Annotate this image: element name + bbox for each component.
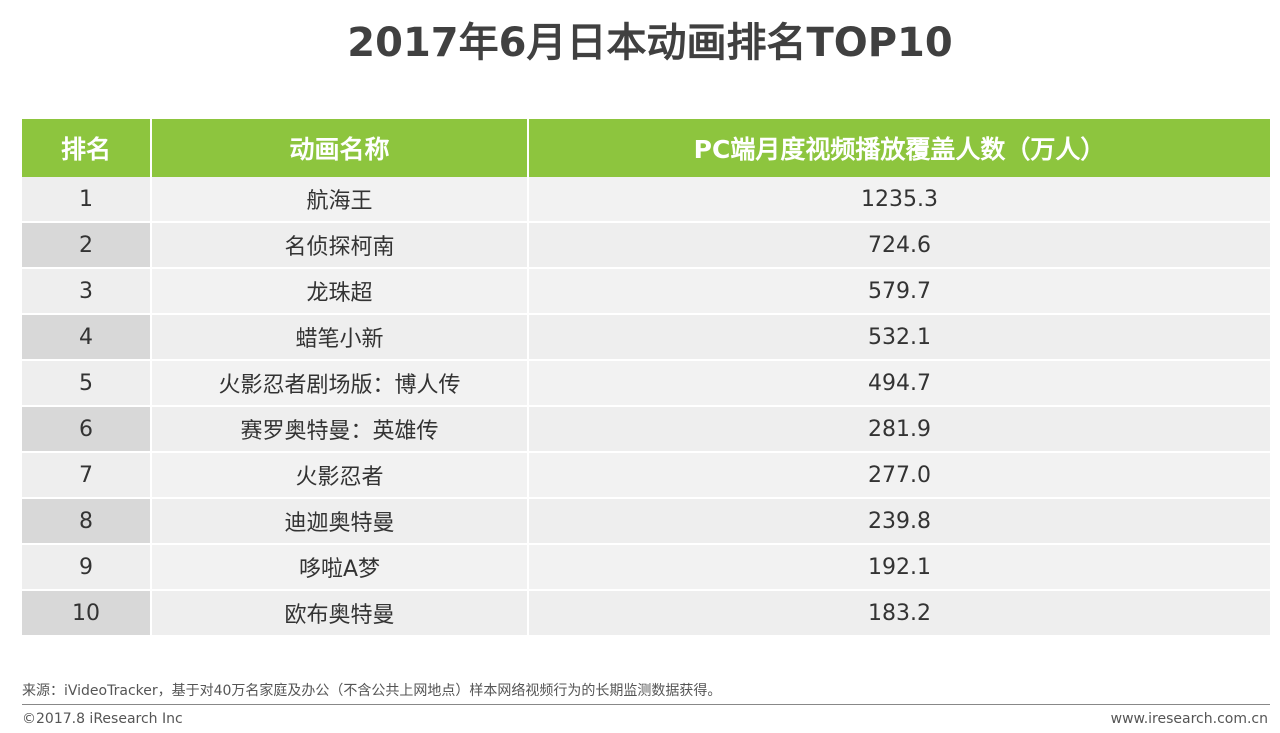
value-cell: 183.2 xyxy=(529,591,1270,637)
value-cell: 494.7 xyxy=(529,361,1270,407)
value-cell: 239.8 xyxy=(529,499,1270,545)
chart-title: 2017年6月日本动画排名TOP10 xyxy=(347,20,953,66)
rank-cell: 2 xyxy=(22,223,152,269)
table-row: 10 欧布奥特曼 183.2 xyxy=(22,591,1270,637)
rank-cell: 6 xyxy=(22,407,152,453)
value-cell: 724.6 xyxy=(529,223,1270,269)
anime-name-cell: 龙珠超 xyxy=(152,269,529,315)
anime-name-cell: 火影忍者剧场版：博人传 xyxy=(152,361,529,407)
rank-cell: 5 xyxy=(22,361,152,407)
table-row: 7 火影忍者 277.0 xyxy=(22,453,1270,499)
rank-cell: 3 xyxy=(22,269,152,315)
anime-name-cell: 迪迦奥特曼 xyxy=(152,499,529,545)
table-header-row: 排名 动画名称 PC端月度视频播放覆盖人数（万人） xyxy=(22,119,1270,177)
rank-cell: 1 xyxy=(22,177,152,223)
rank-cell: 8 xyxy=(22,499,152,545)
column-header-value: PC端月度视频播放覆盖人数（万人） xyxy=(529,119,1270,177)
anime-name-cell: 火影忍者 xyxy=(152,453,529,499)
table-row: 5 火影忍者剧场版：博人传 494.7 xyxy=(22,361,1270,407)
table-row: 6 赛罗奥特曼：英雄传 281.9 xyxy=(22,407,1270,453)
table-row: 9 哆啦A梦 192.1 xyxy=(22,545,1270,591)
value-cell: 192.1 xyxy=(529,545,1270,591)
anime-name-cell: 蜡笔小新 xyxy=(152,315,529,361)
copyright-text: ©2017.8 iResearch Inc xyxy=(22,711,183,727)
table-row: 1 航海王 1235.3 xyxy=(22,177,1270,223)
ranking-table: 排名 动画名称 PC端月度视频播放覆盖人数（万人） 1 航海王 1235.3 2… xyxy=(22,119,1270,637)
value-cell: 1235.3 xyxy=(529,177,1270,223)
anime-name-cell: 赛罗奥特曼：英雄传 xyxy=(152,407,529,453)
table-row: 8 迪迦奥特曼 239.8 xyxy=(22,499,1270,545)
table-row: 4 蜡笔小新 532.1 xyxy=(22,315,1270,361)
source-note: 来源：iVideoTracker，基于对40万名家庭及办公（不含公共上网地点）样… xyxy=(22,683,722,699)
value-cell: 532.1 xyxy=(529,315,1270,361)
anime-name-cell: 哆啦A梦 xyxy=(152,545,529,591)
column-header-rank: 排名 xyxy=(22,119,152,177)
table-row: 3 龙珠超 579.7 xyxy=(22,269,1270,315)
value-cell: 281.9 xyxy=(529,407,1270,453)
anime-name-cell: 航海王 xyxy=(152,177,529,223)
rank-cell: 7 xyxy=(22,453,152,499)
rank-cell: 9 xyxy=(22,545,152,591)
rank-cell: 4 xyxy=(22,315,152,361)
rank-cell: 10 xyxy=(22,591,152,637)
anime-name-cell: 欧布奥特曼 xyxy=(152,591,529,637)
table-row: 2 名侦探柯南 724.6 xyxy=(22,223,1270,269)
value-cell: 579.7 xyxy=(529,269,1270,315)
value-cell: 277.0 xyxy=(529,453,1270,499)
anime-name-cell: 名侦探柯南 xyxy=(152,223,529,269)
column-header-name: 动画名称 xyxy=(152,119,529,177)
footer-divider xyxy=(22,704,1270,705)
website-text: www.iresearch.com.cn xyxy=(1110,711,1268,727)
